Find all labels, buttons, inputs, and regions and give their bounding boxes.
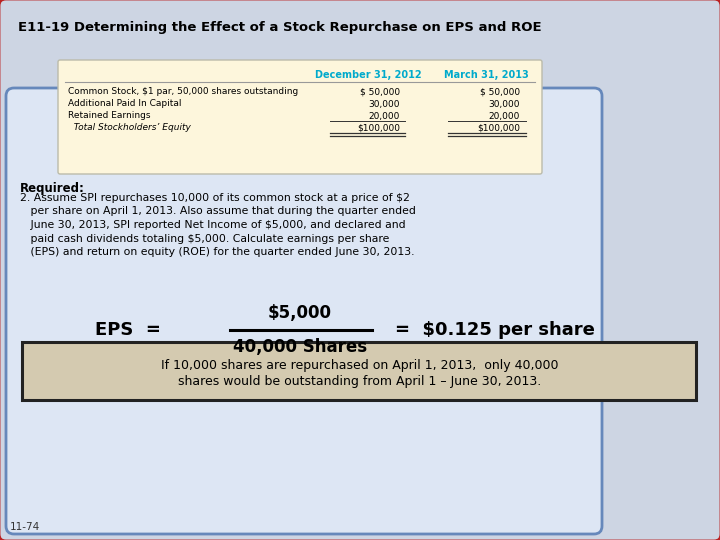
Text: 20,000: 20,000 — [489, 111, 520, 120]
Text: $5,000: $5,000 — [268, 304, 332, 322]
Text: (EPS) and return on equity (ROE) for the quarter ended June 30, 2013.: (EPS) and return on equity (ROE) for the… — [20, 247, 415, 257]
Text: E11-19 Determining the Effect of a Stock Repurchase on EPS and ROE: E11-19 Determining the Effect of a Stock… — [18, 21, 541, 34]
Text: $ 50,000: $ 50,000 — [480, 87, 520, 97]
Text: December 31, 2012: December 31, 2012 — [315, 70, 421, 80]
Text: $100,000: $100,000 — [357, 124, 400, 132]
Text: =  $0.125 per share: = $0.125 per share — [395, 321, 595, 339]
Text: 40,000 Shares: 40,000 Shares — [233, 338, 367, 356]
Text: shares would be outstanding from April 1 – June 30, 2013.: shares would be outstanding from April 1… — [179, 375, 541, 388]
Text: 2. Assume SPI repurchases 10,000 of its common stock at a price of $2: 2. Assume SPI repurchases 10,000 of its … — [20, 193, 410, 203]
Text: March 31, 2013: March 31, 2013 — [444, 70, 528, 80]
Text: paid cash dividends totaling $5,000. Calculate earnings per share: paid cash dividends totaling $5,000. Cal… — [20, 233, 390, 244]
Text: Additional Paid In Capital: Additional Paid In Capital — [68, 99, 181, 109]
Text: EPS  =: EPS = — [95, 321, 161, 339]
FancyBboxPatch shape — [58, 60, 542, 174]
Text: per share on April 1, 2013. Also assume that during the quarter ended: per share on April 1, 2013. Also assume … — [20, 206, 416, 217]
Text: 20,000: 20,000 — [369, 111, 400, 120]
Text: June 30, 2013, SPI reported Net Income of $5,000, and declared and: June 30, 2013, SPI reported Net Income o… — [20, 220, 405, 230]
Text: Common Stock, $1 par, 50,000 shares outstanding: Common Stock, $1 par, 50,000 shares outs… — [68, 87, 298, 97]
Text: Required:: Required: — [20, 182, 85, 195]
Text: Retained Earnings: Retained Earnings — [68, 111, 150, 120]
Text: If 10,000 shares are repurchased on April 1, 2013,  only 40,000: If 10,000 shares are repurchased on Apri… — [161, 359, 559, 372]
Text: Total Stockholders’ Equity: Total Stockholders’ Equity — [68, 124, 191, 132]
Text: 30,000: 30,000 — [488, 99, 520, 109]
Text: $100,000: $100,000 — [477, 124, 520, 132]
FancyBboxPatch shape — [6, 88, 602, 534]
FancyBboxPatch shape — [22, 342, 696, 400]
Text: 11-74: 11-74 — [10, 522, 40, 532]
Text: 30,000: 30,000 — [369, 99, 400, 109]
Text: $ 50,000: $ 50,000 — [360, 87, 400, 97]
